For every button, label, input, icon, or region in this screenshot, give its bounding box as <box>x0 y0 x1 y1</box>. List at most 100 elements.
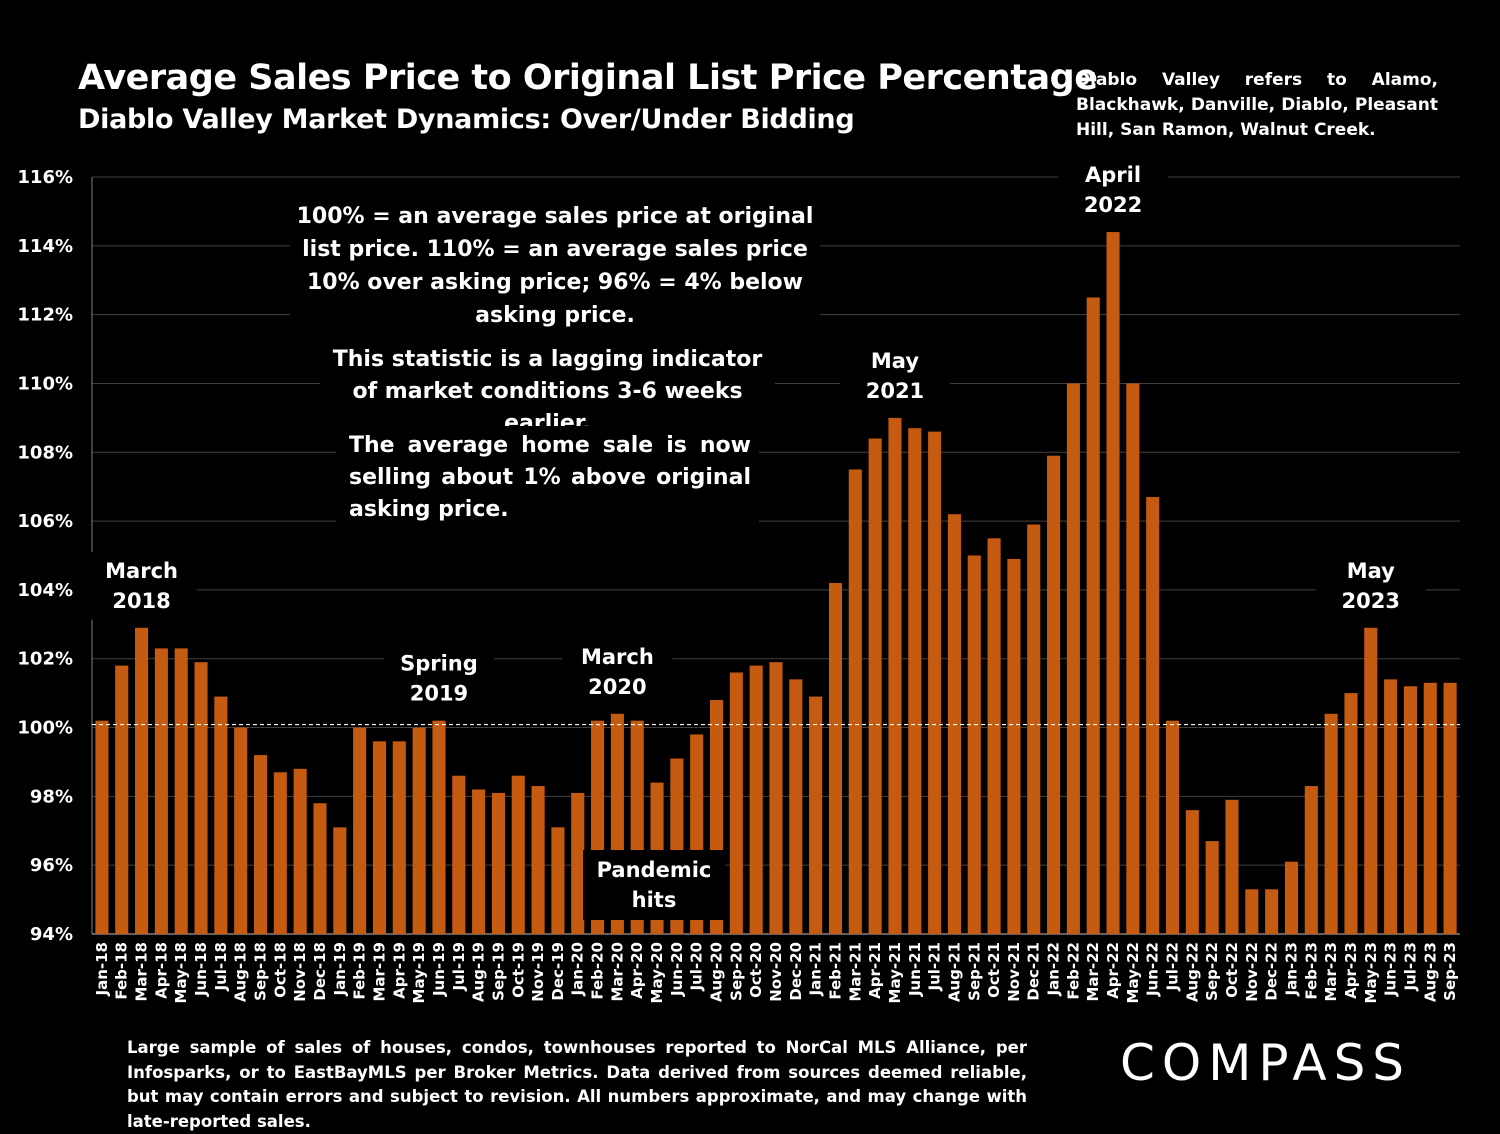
x-tick-label: Sep-19 <box>489 942 507 1001</box>
annotations: March 2018 Spring 2019 March 2020 May 2021 April… <box>86 156 1426 713</box>
x-tick-label: Dec-18 <box>311 942 329 1001</box>
bar <box>154 648 168 934</box>
annotation-bg <box>383 644 494 713</box>
x-tick-label: Jun-20 <box>668 942 686 997</box>
bar <box>1007 558 1021 934</box>
x-tick-label: Jul-23 <box>1401 942 1419 992</box>
x-tick-label: Aug-18 <box>232 942 250 1002</box>
x-tick-label: Feb-23 <box>1302 942 1320 1000</box>
bar <box>531 786 545 934</box>
x-tick-label: Aug-23 <box>1421 942 1439 1002</box>
x-tick-label: Jun-18 <box>192 942 210 997</box>
x-axis: Jan-18 Feb-18 Mar-18 Apr-18 May-18 Jun-18 Jul-… <box>93 942 1459 1003</box>
x-tick-label: Sep-18 <box>252 942 270 1001</box>
bar <box>1304 786 1318 934</box>
y-tick-label: 96% <box>30 855 73 876</box>
bars <box>95 232 1457 934</box>
chart-title: Average Sales Price to Original List Pri… <box>78 58 1098 98</box>
x-tick-label: Oct-18 <box>271 942 289 998</box>
bar <box>1027 524 1041 934</box>
annotation-label: 2022 <box>1084 193 1142 217</box>
x-tick-label: Jul-21 <box>926 942 944 992</box>
x-tick-label: Mar-22 <box>1084 942 1102 1002</box>
x-tick-label: Mar-19 <box>370 942 388 1002</box>
y-tick-label: 94% <box>30 924 73 945</box>
bar <box>372 741 387 934</box>
bar <box>313 803 327 934</box>
bar <box>1106 232 1120 934</box>
bar <box>1185 810 1199 934</box>
x-tick-label: May-23 <box>1362 942 1380 1003</box>
annotation-label: 2018 <box>112 589 170 613</box>
bar <box>511 775 525 934</box>
chart-subtitle: Diablo Valley Market Dynamics: Over/Unde… <box>78 104 855 135</box>
bar <box>571 792 585 934</box>
annotation-label: 2019 <box>410 682 468 706</box>
bar <box>412 727 426 934</box>
bar <box>1384 679 1398 934</box>
x-tick-label: Jun-21 <box>906 942 924 997</box>
bar <box>95 720 109 934</box>
x-tick-label: Jan-18 <box>93 942 111 996</box>
y-tick-label: 100% <box>17 718 73 739</box>
bar <box>1205 841 1219 934</box>
bar <box>1146 497 1160 934</box>
bar <box>848 469 862 934</box>
x-tick-label: Apr-18 <box>152 942 170 999</box>
x-tick-label: Dec-20 <box>787 942 805 1001</box>
x-tick-label: Nov-21 <box>1005 942 1023 1002</box>
bar <box>472 789 486 934</box>
bar <box>1047 455 1061 934</box>
x-tick-label: Sep-23 <box>1441 942 1459 1001</box>
x-tick-label: Oct-20 <box>747 942 765 998</box>
x-tick-label: Jul-20 <box>688 942 706 992</box>
x-tick-label: Feb-18 <box>113 942 131 1000</box>
bar <box>1423 682 1437 934</box>
annotation-label: Spring <box>400 652 478 676</box>
bar <box>987 538 1001 934</box>
bar <box>253 755 268 934</box>
bar <box>273 772 287 934</box>
bar <box>908 428 922 934</box>
bar <box>1126 383 1140 934</box>
bar <box>491 792 505 934</box>
bar <box>551 827 565 934</box>
x-tick-label: Jan-20 <box>569 942 587 996</box>
bar <box>1225 799 1239 934</box>
bar <box>1265 889 1279 934</box>
bar <box>174 648 188 934</box>
x-tick-label: May-19 <box>410 942 428 1003</box>
x-tick-label: Nov-19 <box>529 942 547 1002</box>
bar <box>194 662 208 934</box>
x-tick-label: Mar-21 <box>846 942 864 1002</box>
x-tick-label: Jun-19 <box>430 942 448 997</box>
region-note: Diablo Valley refers to Alamo, Blackhawk… <box>1076 70 1438 140</box>
x-tick-label: Oct-21 <box>985 942 1003 998</box>
x-tick-label: Nov-22 <box>1243 942 1261 1002</box>
x-tick-label: Nov-18 <box>291 942 309 1002</box>
annotation-bg <box>1315 551 1426 620</box>
y-tick-label: 102% <box>17 649 73 670</box>
x-tick-label: Mar-20 <box>608 942 626 1002</box>
bar <box>214 696 228 934</box>
bar <box>868 438 882 934</box>
bar <box>1364 627 1378 934</box>
x-tick-label: Mar-23 <box>1322 942 1340 1002</box>
bar <box>888 417 902 934</box>
x-tick-label: Dec-22 <box>1263 942 1281 1001</box>
annotation-label: 2023 <box>1342 589 1400 613</box>
x-tick-label: Oct-22 <box>1223 942 1241 998</box>
annotation-bg <box>562 637 673 706</box>
x-tick-label: Jan-19 <box>331 942 349 996</box>
bar <box>1324 713 1338 934</box>
bar <box>809 696 823 934</box>
bar <box>1086 297 1100 934</box>
y-tick-label: 114% <box>17 236 73 257</box>
x-tick-label: Sep-20 <box>727 942 745 1001</box>
bar <box>333 827 347 934</box>
annotation-label: March <box>581 645 654 669</box>
x-tick-label: Aug-21 <box>945 942 963 1002</box>
x-tick-label: Aug-19 <box>470 942 488 1002</box>
x-tick-label: Mar-18 <box>133 942 151 1002</box>
x-tick-label: Apr-20 <box>628 942 646 999</box>
